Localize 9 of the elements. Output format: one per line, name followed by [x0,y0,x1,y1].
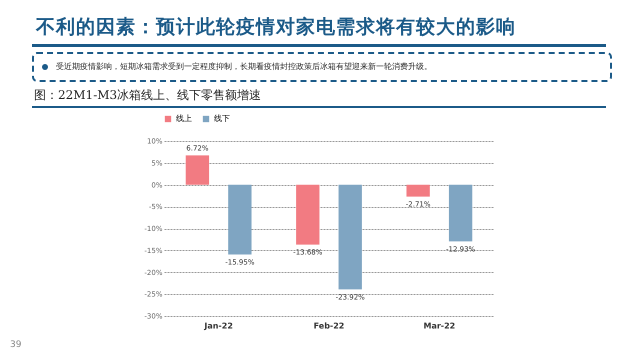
legend-label: 线上 [176,114,192,123]
x-tick-label: Jan-22 [203,322,233,330]
chart-title: 不利的因素：预计此轮疫情对家电需求将有较大的影响 [36,15,516,40]
text: 39 [10,340,22,350]
legend-label: 线下 [214,114,230,123]
text: 受近期疫情影响，短期冰箱需求受到一定程度抑制，长期看疫情封控政策后冰箱有望迎来新一轮消费升级。 [56,62,432,71]
x-tick-label: Feb-22 [314,322,344,330]
x-tick-label: Mar-22 [423,322,456,330]
chart-subtitle: 图：22M1-M3冰箱线上、线下零售额增速 [34,87,262,104]
